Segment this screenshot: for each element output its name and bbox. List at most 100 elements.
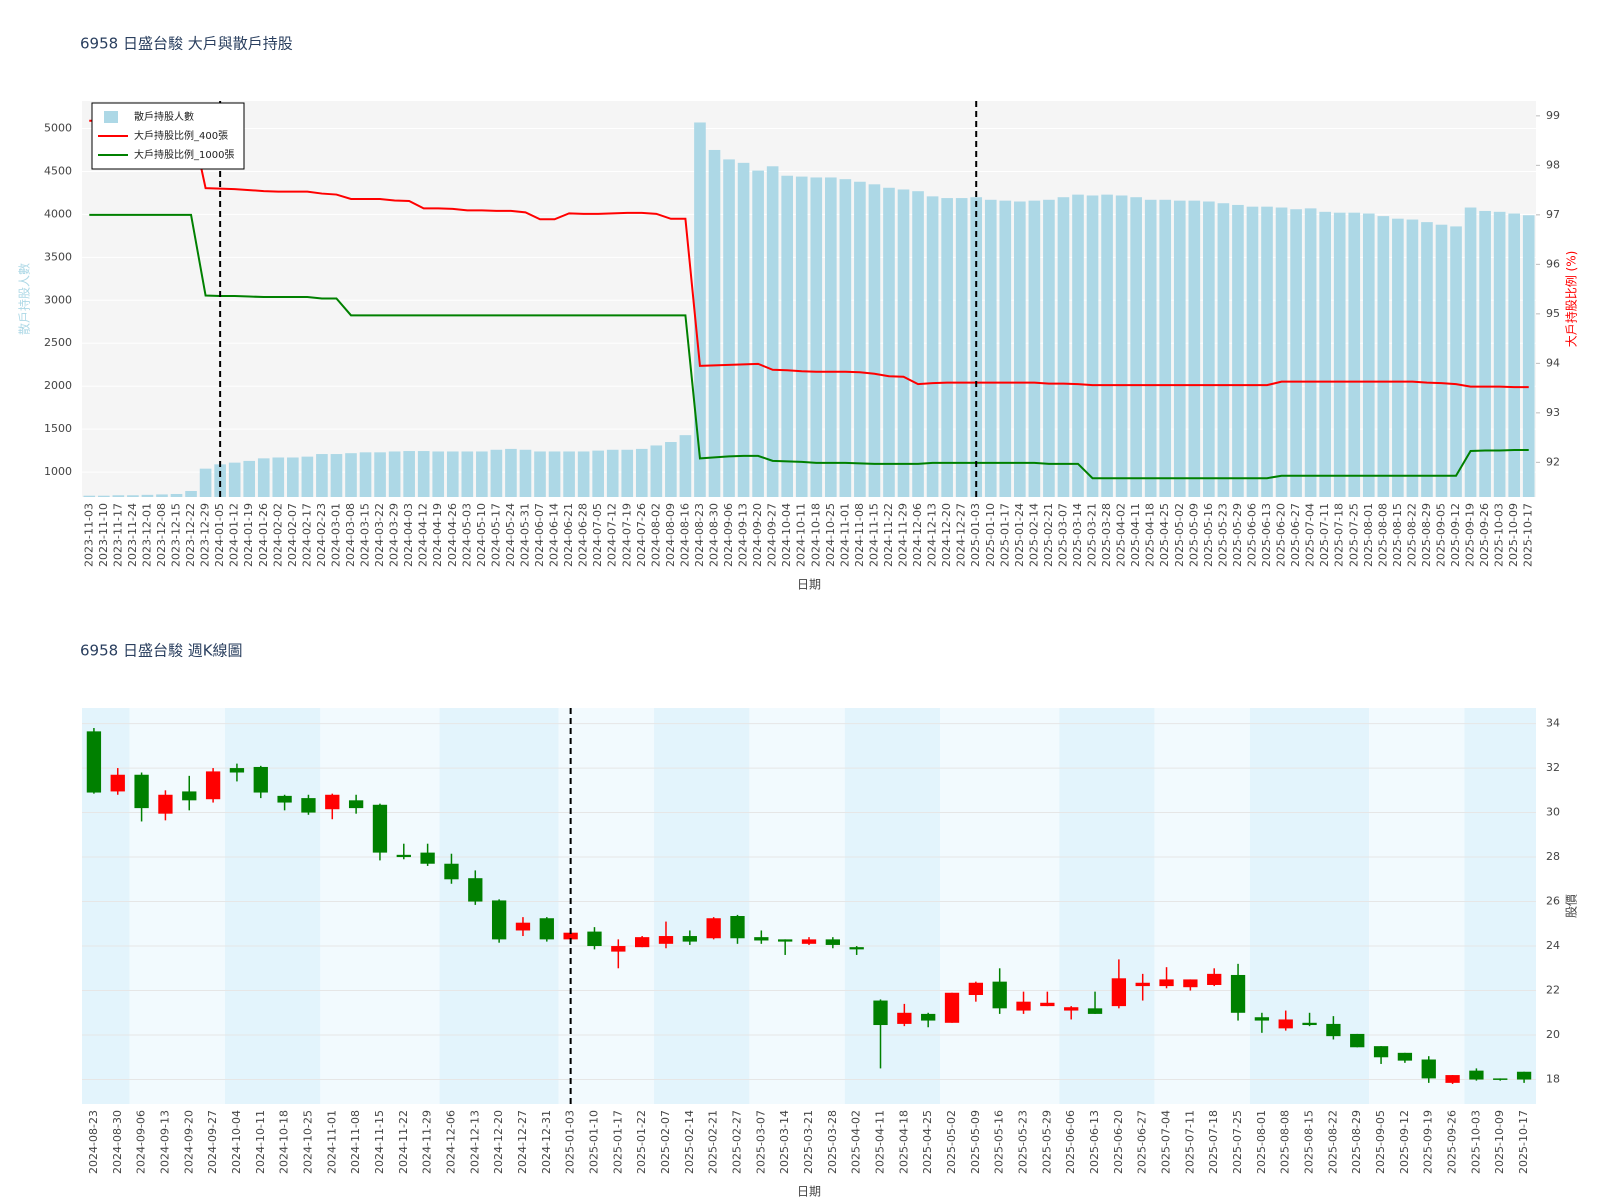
x-tick-label: 2024-03-01 xyxy=(329,503,342,567)
x-tick-label: 2024-09-06 xyxy=(722,503,735,567)
candle-body xyxy=(539,918,554,940)
x-tick-label: 2025-09-26 xyxy=(1446,1110,1459,1174)
x-tick-label: 2023-11-10 xyxy=(97,503,110,567)
bar xyxy=(461,451,474,497)
line xyxy=(89,213,1529,480)
x-axis-title: 日期 xyxy=(797,578,821,592)
candle-body xyxy=(229,768,245,773)
y-tick-label: 2500 xyxy=(44,336,72,349)
x-tick-label: 2023-12-29 xyxy=(199,503,212,567)
x-tick-label: 2024-09-20 xyxy=(751,503,764,567)
x-tick-label: 2025-01-10 xyxy=(984,503,997,567)
month-band xyxy=(940,708,1060,1104)
x-tick-label: 2025-06-27 xyxy=(1289,503,1302,567)
x-tick-label: 2024-10-11 xyxy=(795,503,808,567)
bar xyxy=(548,451,561,497)
x-tick-label: 2024-11-15 xyxy=(373,1110,386,1174)
candle-body xyxy=(873,1000,888,1026)
x-tick-label: 2025-02-14 xyxy=(683,1110,696,1174)
bar xyxy=(839,179,852,498)
candle-body xyxy=(253,766,268,793)
month-band xyxy=(1154,708,1250,1104)
x-tick-label: 2025-02-21 xyxy=(707,1110,720,1174)
x-tick-label: 2024-12-27 xyxy=(516,1110,529,1174)
bar xyxy=(1275,207,1288,497)
legend-swatch xyxy=(104,111,118,123)
x-tick-label: 2024-06-14 xyxy=(548,503,561,567)
candle-body xyxy=(1064,1007,1079,1011)
y-axis-title: 股價 xyxy=(1565,894,1579,918)
x-tick-label: 2024-04-26 xyxy=(446,503,459,567)
bar xyxy=(97,495,110,497)
x-tick-label: 2025-07-11 xyxy=(1183,1110,1196,1174)
background xyxy=(82,708,1536,1104)
x-tick-label: 2025-08-01 xyxy=(1255,1110,1268,1174)
bar xyxy=(243,460,256,497)
x-tick-label: 2025-07-11 xyxy=(1318,503,1331,567)
bar xyxy=(185,490,197,497)
x-tick-label: 2024-07-26 xyxy=(635,503,648,567)
candle-body xyxy=(348,800,364,809)
candle-body xyxy=(86,731,102,793)
candle-body xyxy=(1111,978,1127,1007)
y2-tick-label: 99 xyxy=(1546,109,1560,122)
bar xyxy=(621,449,634,497)
candle-body xyxy=(158,794,173,814)
x-tick-label: 2025-08-01 xyxy=(1362,503,1375,567)
x-tick-label: 2024-04-12 xyxy=(417,503,430,567)
x-tick-label: 2024-05-10 xyxy=(475,503,488,567)
x-tick-label: 2025-10-09 xyxy=(1493,1110,1506,1174)
x-tick-label: 2025-08-22 xyxy=(1405,503,1418,567)
x-tick-label: 2025-01-03 xyxy=(564,1110,577,1174)
x-tick-label: 2025-09-05 xyxy=(1434,503,1447,567)
x-tick-label: 2024-06-07 xyxy=(533,503,546,567)
x-tick-label: 2024-12-13 xyxy=(926,503,939,567)
candle-body xyxy=(730,916,745,939)
bar xyxy=(1130,197,1142,497)
bar xyxy=(1028,200,1041,497)
bar xyxy=(199,468,212,497)
x-tick-label: 2025-04-02 xyxy=(1115,503,1128,567)
candle-body xyxy=(110,774,125,792)
bar xyxy=(534,451,546,497)
x-tick-label: 2025-05-29 xyxy=(1040,1110,1053,1174)
y-tick-label: 20 xyxy=(1546,1028,1560,1041)
month-band xyxy=(844,708,941,1104)
y-tick-label: 3500 xyxy=(44,250,72,263)
x-tick-label: 2025-03-07 xyxy=(754,1110,767,1174)
month-band xyxy=(1369,708,1465,1104)
candle-body xyxy=(706,918,721,939)
x-tick-label: 2025-07-18 xyxy=(1333,503,1346,567)
x-tick-label: 2025-05-09 xyxy=(1187,503,1200,567)
x-tick-label: 2025-05-29 xyxy=(1231,503,1244,567)
x-tick-label: 2025-04-18 xyxy=(897,1110,910,1174)
candle-body xyxy=(563,932,578,940)
x-tick-label: 2025-03-21 xyxy=(1086,503,1099,567)
y-tick-label: 26 xyxy=(1546,895,1560,908)
x-tick-label: 2025-03-14 xyxy=(1071,503,1084,567)
x-tick-label: 2024-11-01 xyxy=(838,503,851,567)
y-tick-label: 32 xyxy=(1546,761,1560,774)
bar xyxy=(984,199,997,497)
bar xyxy=(1217,203,1230,497)
x-tick-label: 2024-03-08 xyxy=(344,503,357,567)
plot-background xyxy=(82,101,1536,497)
bars xyxy=(82,122,1536,498)
x-tick-label: 2024-09-20 xyxy=(182,1110,195,1174)
x-tick-label: 2024-10-25 xyxy=(301,1110,314,1174)
x-tick-label: 2025-05-16 xyxy=(993,1110,1006,1174)
month-band xyxy=(1249,708,1370,1104)
month-band xyxy=(1059,708,1155,1104)
x-tick-label: 2024-01-12 xyxy=(228,503,241,567)
x-tick-label: 2024-08-16 xyxy=(678,503,691,567)
candle-body xyxy=(754,937,769,941)
candle-body xyxy=(658,936,674,944)
bar xyxy=(388,451,401,497)
x-tick-label: 2024-08-30 xyxy=(111,1110,124,1174)
candle-body xyxy=(1302,1022,1317,1026)
candle-body xyxy=(1016,1001,1031,1011)
bar xyxy=(127,495,139,497)
month-band xyxy=(749,708,845,1104)
bar xyxy=(606,449,619,497)
candle-body xyxy=(396,854,411,858)
